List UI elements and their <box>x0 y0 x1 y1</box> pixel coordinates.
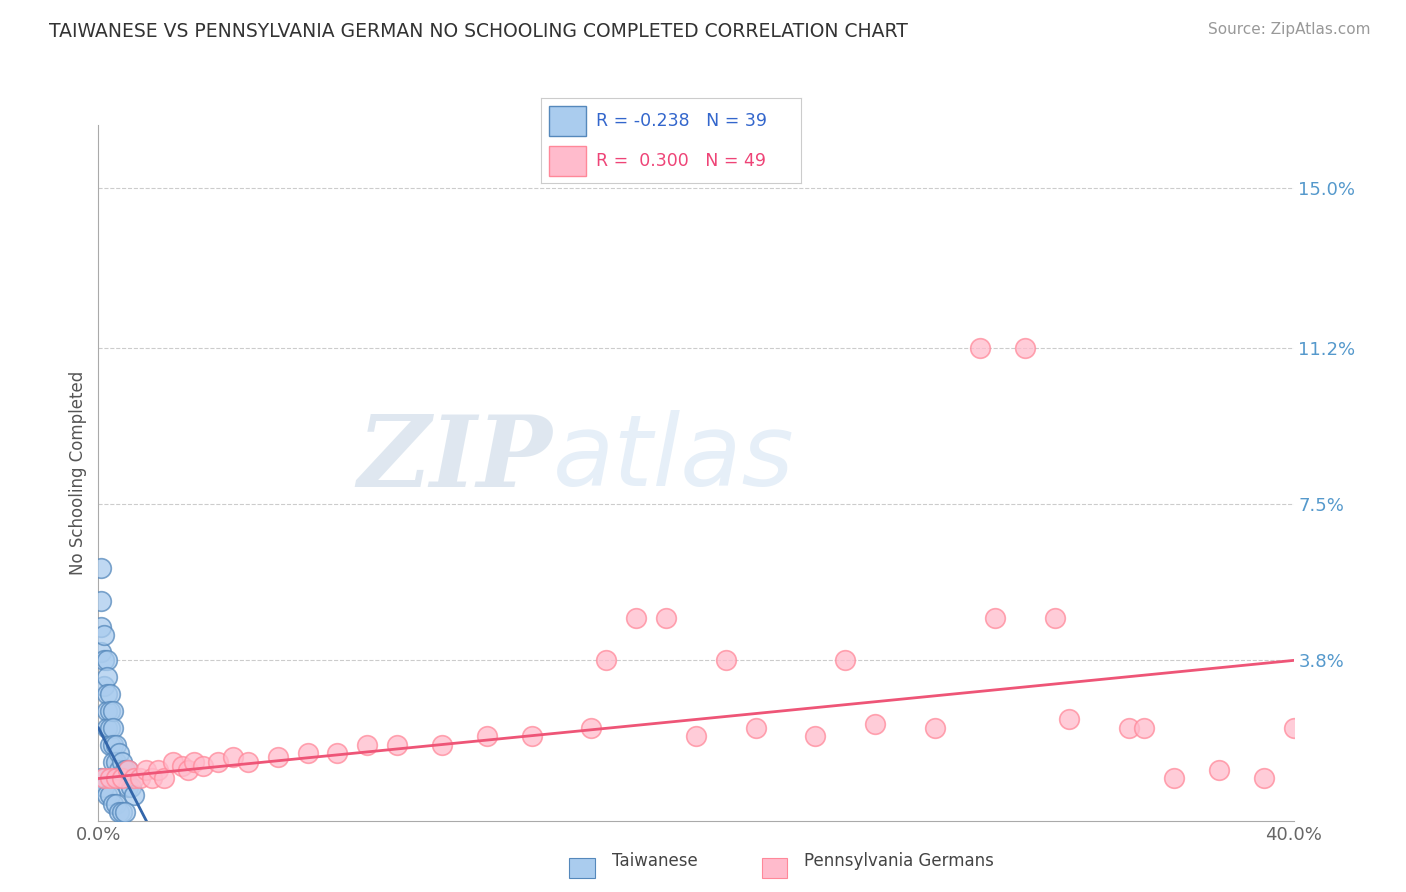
Point <box>103 755 125 769</box>
Point <box>103 738 125 752</box>
Point <box>93 772 115 786</box>
Point <box>520 729 543 743</box>
Point <box>100 687 122 701</box>
Point <box>108 805 131 820</box>
Point <box>96 670 118 684</box>
Point <box>297 746 319 760</box>
Point <box>90 620 112 634</box>
FancyBboxPatch shape <box>550 106 585 136</box>
Point <box>1043 611 1066 625</box>
Point <box>1253 772 1275 786</box>
Point <box>745 721 768 735</box>
Point <box>191 759 214 773</box>
Point <box>236 755 259 769</box>
Point <box>105 797 128 811</box>
Point <box>96 687 118 701</box>
Point <box>103 704 125 718</box>
Point <box>100 704 122 718</box>
Point <box>148 763 170 777</box>
Point <box>90 645 112 659</box>
Point <box>105 772 128 786</box>
Point <box>207 755 229 769</box>
Point <box>804 729 827 743</box>
Point <box>1059 713 1081 727</box>
Text: R = -0.238   N = 39: R = -0.238 N = 39 <box>596 112 766 130</box>
Point <box>124 789 146 803</box>
Point <box>117 763 139 777</box>
Point <box>685 729 707 743</box>
Point <box>117 763 139 777</box>
Point <box>96 704 118 718</box>
Point <box>103 721 125 735</box>
Point <box>581 721 603 735</box>
Text: Source: ZipAtlas.com: Source: ZipAtlas.com <box>1208 22 1371 37</box>
Point <box>153 772 176 786</box>
Point <box>111 772 134 786</box>
Point <box>108 763 131 777</box>
Point <box>129 772 152 786</box>
Point <box>267 750 290 764</box>
Point <box>135 763 157 777</box>
Point <box>114 763 136 777</box>
Point <box>105 738 128 752</box>
Point <box>100 738 122 752</box>
Point <box>117 780 139 794</box>
Point <box>100 772 122 786</box>
Point <box>100 721 122 735</box>
Point <box>1133 721 1156 735</box>
Point <box>103 797 125 811</box>
Point <box>141 772 163 786</box>
Point <box>111 805 134 820</box>
Point <box>162 755 184 769</box>
Point <box>93 679 115 693</box>
Point <box>90 594 112 608</box>
Text: ZIP: ZIP <box>357 410 553 507</box>
FancyBboxPatch shape <box>550 145 585 176</box>
Text: Taiwanese: Taiwanese <box>612 852 697 870</box>
Point <box>120 780 142 794</box>
Y-axis label: No Schooling Completed: No Schooling Completed <box>69 371 87 574</box>
Point <box>714 653 737 667</box>
Point <box>626 611 648 625</box>
Point <box>183 755 205 769</box>
Point <box>475 729 498 743</box>
Point <box>356 738 378 752</box>
Point <box>96 789 118 803</box>
Point <box>1014 342 1036 356</box>
Point <box>90 560 112 574</box>
Point <box>326 746 349 760</box>
Point <box>969 342 991 356</box>
Point <box>1282 721 1305 735</box>
Point <box>105 755 128 769</box>
Point <box>114 805 136 820</box>
Point <box>865 716 887 731</box>
Point <box>93 628 115 642</box>
Point <box>96 653 118 667</box>
Point <box>1163 772 1185 786</box>
Point <box>1118 721 1140 735</box>
Point <box>124 772 146 786</box>
Point <box>222 750 245 764</box>
Point <box>100 789 122 803</box>
Point <box>93 653 115 667</box>
Point <box>385 738 409 752</box>
Text: Pennsylvania Germans: Pennsylvania Germans <box>804 852 994 870</box>
Point <box>108 746 131 760</box>
Point <box>595 653 617 667</box>
Point <box>90 772 112 786</box>
Point <box>172 759 194 773</box>
Point <box>177 763 200 777</box>
Point <box>93 780 115 794</box>
Text: TAIWANESE VS PENNSYLVANIA GERMAN NO SCHOOLING COMPLETED CORRELATION CHART: TAIWANESE VS PENNSYLVANIA GERMAN NO SCHO… <box>49 22 908 41</box>
Point <box>924 721 946 735</box>
Point <box>111 755 134 769</box>
Point <box>1208 763 1230 777</box>
Point <box>834 653 856 667</box>
Text: R =  0.300   N = 49: R = 0.300 N = 49 <box>596 152 766 169</box>
Point <box>96 721 118 735</box>
Point <box>655 611 678 625</box>
Text: atlas: atlas <box>553 410 794 508</box>
Point <box>430 738 453 752</box>
Point <box>984 611 1007 625</box>
